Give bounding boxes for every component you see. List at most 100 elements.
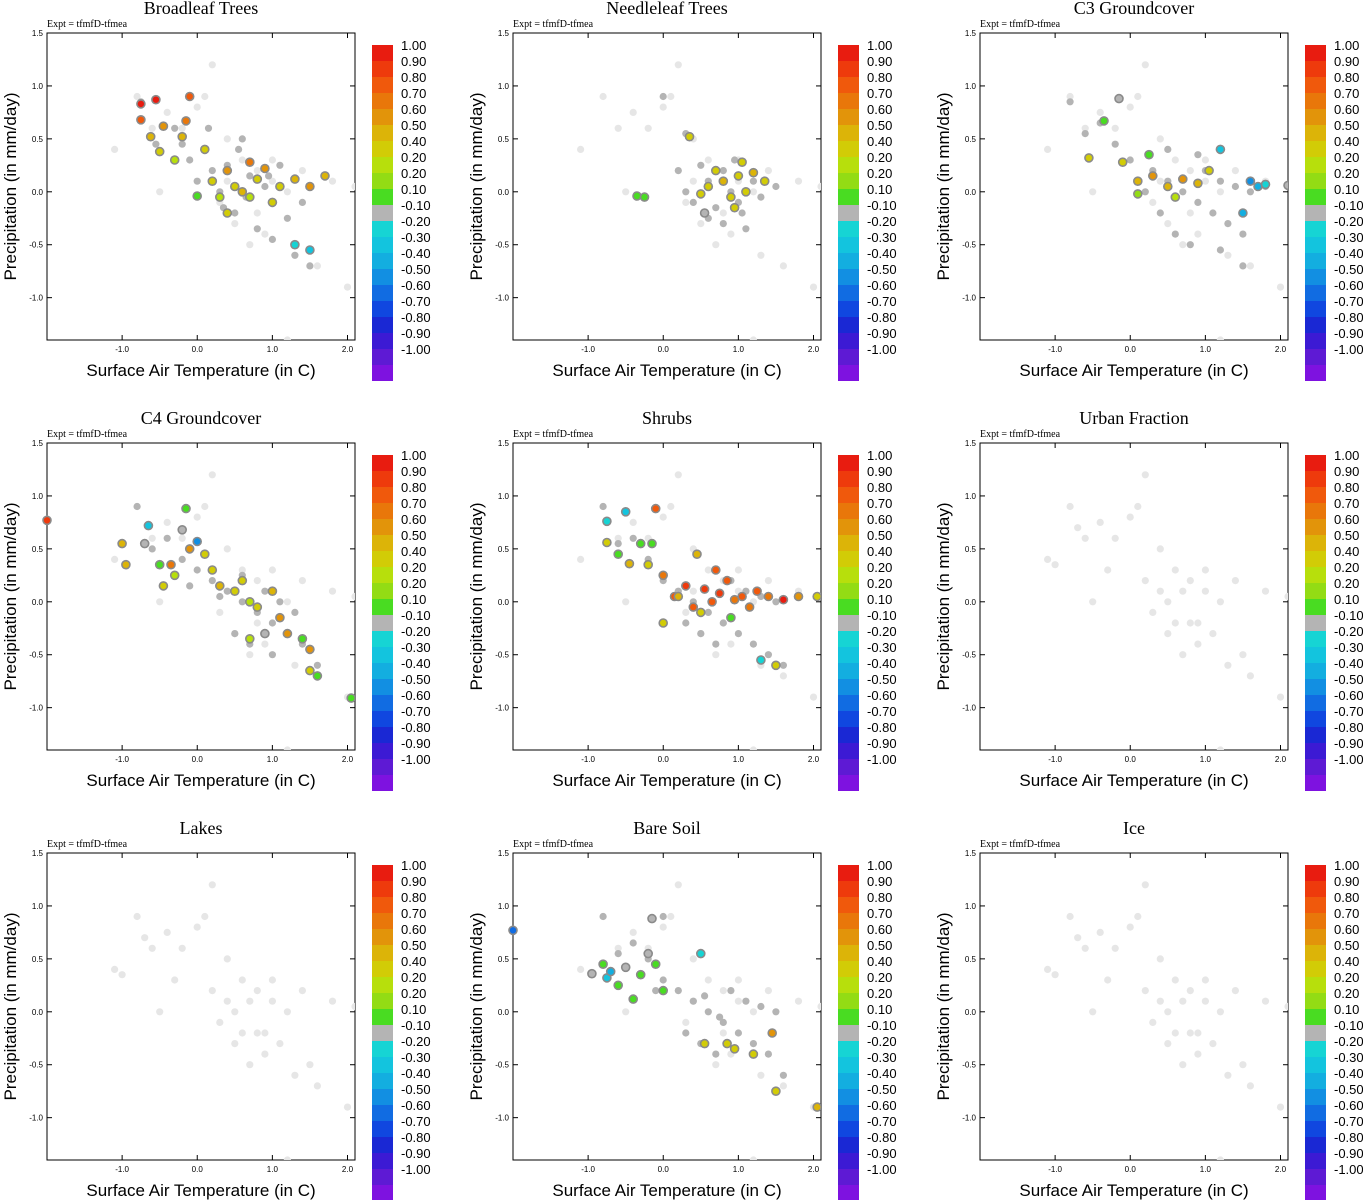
colorbar-swatch: [372, 615, 393, 631]
colorbar-swatch: [1305, 173, 1326, 189]
colorbar-swatch: [372, 221, 393, 237]
scatter-point: [622, 1008, 630, 1016]
scatter-point: [261, 230, 269, 238]
scatter-point-colored: [763, 591, 774, 602]
scatter-point-colored: [737, 591, 747, 602]
scatter-point: [1261, 587, 1270, 595]
scatter-point: [1201, 587, 1209, 595]
scatter-point-colored: [647, 913, 657, 924]
colorbar-swatch: [1305, 1153, 1326, 1169]
scatter-point-colored: [305, 181, 315, 192]
scatter-point: [313, 1082, 321, 1090]
scatter-point: [231, 220, 239, 228]
scatter-point: [712, 651, 720, 659]
colorbar-label: -0.80: [1334, 310, 1363, 325]
chart-title: Lakes: [180, 818, 223, 838]
scatter-point: [246, 997, 254, 1005]
scatter-point: [629, 928, 637, 937]
scatter-point: [1066, 98, 1074, 106]
scatter-point-colored: [42, 515, 52, 526]
colorbar-swatch: [838, 93, 859, 109]
scatter-point: [235, 145, 243, 153]
colorbar-swatch: [372, 535, 393, 551]
chart-title: C3 Groundcover: [1074, 0, 1194, 18]
colorbar-swatch: [372, 189, 393, 205]
y-axis-label: Precipitation (in mm/day): [1, 502, 20, 690]
x-axis-label: Surface Air Temperature (in C): [1019, 361, 1248, 380]
scatter-point: [779, 1082, 788, 1090]
scatter-point: [689, 198, 697, 206]
scatter-point-colored: [245, 596, 255, 607]
scatter-point: [749, 1156, 757, 1160]
colorbar-swatch: [1305, 1089, 1326, 1105]
y-tick-label: 1.5: [498, 849, 510, 858]
scatter-point: [719, 220, 727, 228]
scatter-point: [1081, 534, 1089, 542]
colorbar-swatch: [372, 865, 393, 881]
colorbar-swatch: [1305, 583, 1326, 599]
scatter-point: [216, 608, 224, 617]
colorbar-swatch: [372, 77, 393, 93]
scatter-point-colored: [726, 612, 736, 623]
colorbar-label: -1.00: [1334, 1162, 1363, 1177]
scatter-point: [156, 188, 164, 196]
colorbar-swatch: [1305, 125, 1326, 141]
y-tick-label: -0.5: [495, 1061, 509, 1070]
scatter-point-colored: [200, 144, 210, 155]
scatter-point: [216, 1018, 224, 1026]
chart-panel: C4 Groundcover Expt = tfmfD-tfmea -1.0 0.0 1…: [1, 408, 431, 791]
scatter-point: [1224, 661, 1232, 669]
y-tick-label: -0.5: [962, 651, 976, 660]
scatter-point: [343, 283, 352, 291]
colorbar-label: -0.80: [867, 720, 897, 735]
colorbar-swatch: [838, 253, 859, 269]
scatter-point: [178, 534, 186, 542]
scatter-point-colored: [812, 591, 821, 602]
scatter-point: [246, 172, 254, 180]
scatter-point: [779, 672, 788, 680]
scatter-point-colored: [222, 165, 233, 176]
colorbar-swatch: [838, 695, 859, 711]
colorbar-swatch: [838, 631, 859, 647]
scatter-point: [734, 1029, 743, 1037]
x-tick-label: 0.0: [658, 755, 670, 764]
colorbar-swatch: [1305, 1169, 1326, 1185]
colorbar-swatch: [1305, 77, 1326, 93]
colorbar-swatch: [372, 141, 393, 157]
y-tick-label: 0.5: [965, 135, 977, 144]
scatter-point-colored: [658, 618, 669, 628]
colorbar-swatch: [372, 1025, 393, 1041]
colorbar-label: 0.10: [1334, 182, 1359, 197]
colorbar-swatch: [372, 727, 393, 743]
scatter-point-colored: [1099, 116, 1109, 126]
scatter-point: [313, 661, 321, 669]
scatter-point: [1126, 103, 1134, 111]
colorbar-swatch: [1305, 471, 1326, 487]
y-tick-label: -0.5: [962, 1061, 976, 1070]
scatter-point: [178, 555, 186, 564]
colorbar-swatch: [372, 333, 393, 349]
colorbar-swatch: [838, 519, 859, 535]
scatter-point: [1179, 587, 1187, 595]
colorbar-swatch: [372, 1041, 393, 1057]
colorbar-label: -1.00: [867, 752, 897, 767]
colorbar-label: 0.40: [1334, 954, 1359, 969]
colorbar-swatch: [838, 317, 859, 333]
colorbar-swatch: [1305, 631, 1326, 647]
scatter-point: [689, 177, 697, 185]
scatter-point: [1066, 92, 1074, 101]
colorbar-swatch: [1305, 1121, 1326, 1137]
scatter-point: [351, 1002, 355, 1011]
scatter-point: [171, 976, 179, 984]
scatter-point-colored: [290, 174, 300, 184]
chart-title: Ice: [1123, 818, 1145, 838]
colorbar: 1.000.900.800.700.600.500.400.200.200.10…: [372, 858, 431, 1200]
scatter-point: [193, 103, 201, 111]
scatter-point: [1276, 1103, 1285, 1111]
colorbar-swatch: [1305, 897, 1326, 913]
scatter-point: [614, 950, 622, 958]
colorbar-label: -0.80: [1334, 1130, 1363, 1145]
colorbar-swatch: [372, 647, 393, 663]
scatter-point: [1239, 1061, 1247, 1069]
colorbar-swatch: [372, 1089, 393, 1105]
